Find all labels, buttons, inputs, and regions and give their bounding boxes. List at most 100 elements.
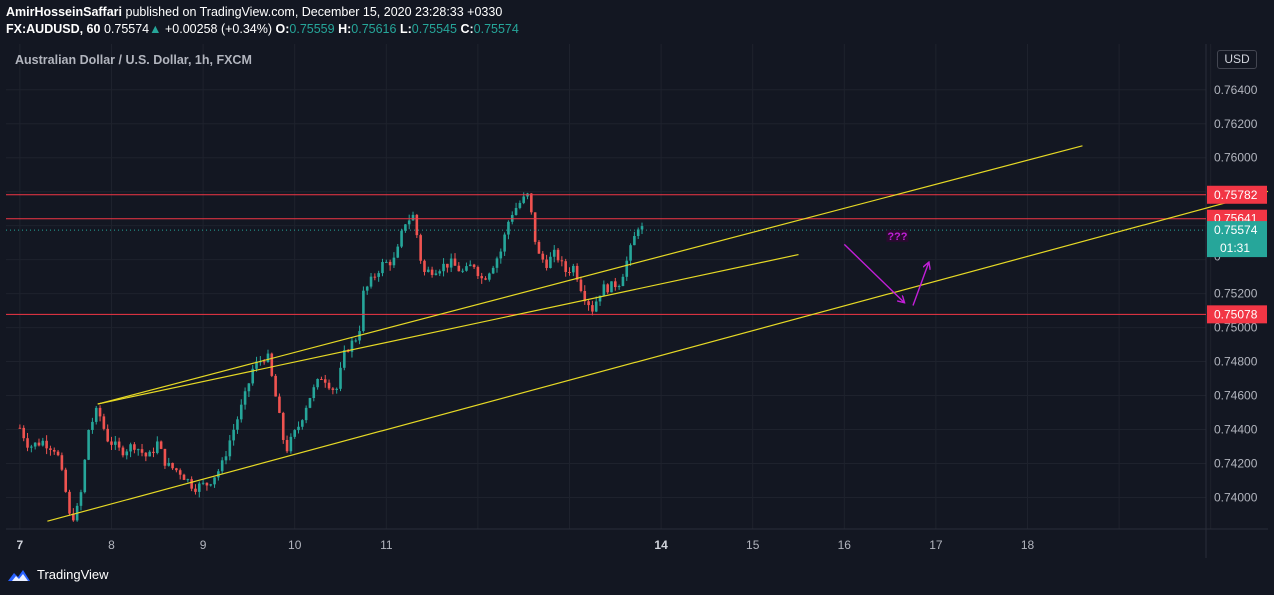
candle-body [247,383,251,392]
candle-body [22,427,26,439]
candle-body [186,479,190,481]
time-tick-label: 7 [17,538,24,552]
candle-body [449,258,453,268]
candle-body [213,477,216,485]
tradingview-cloud-icon [8,569,30,581]
candle-body [289,436,293,452]
candle-body [549,256,552,268]
level-price-badge-label: 0.75078 [1214,307,1258,321]
candle-body [354,340,358,342]
annotation-box [886,229,909,242]
candle-body [614,281,617,288]
triangle-up-icon: ▲ [149,22,162,36]
symbol-label: FX:AUDUSD, 60 [6,22,101,36]
candle-body [331,388,335,390]
tradingview-logo[interactable]: TradingView [6,567,109,582]
time-tick-label: 8 [108,538,115,552]
candle-body [262,361,266,363]
candle-body [457,265,461,272]
chart-frame[interactable]: ??? 0.74000 0.74200 0.74400 0.74600 0.74800 0.… [6,44,1268,558]
price-tick-label: 0.76000 [1214,151,1258,165]
candle-body [575,265,579,280]
candle-body [197,483,201,492]
open-label: O: [275,22,290,36]
candle-body [491,267,495,274]
candle-body [621,276,625,287]
candle-body [545,259,548,268]
candle-body [209,484,213,486]
author-name[interactable]: AmirHosseinSaffari [6,5,123,19]
candle-body [274,375,277,397]
candle-body [110,441,113,445]
candle-body [488,273,491,280]
price-chart[interactable]: ??? 0.74000 0.74200 0.74400 0.74600 0.74800 0.… [6,44,1268,558]
candle-body [442,263,445,272]
high-value: 0.75616 [351,22,397,36]
candle-body [178,470,182,475]
candle-body [602,284,606,296]
candle-body [514,207,518,216]
candle-body [587,301,590,306]
candle-body [594,301,598,312]
candle-body [129,444,132,452]
candle-body [285,439,289,452]
candle-body [224,456,228,461]
candlestick-series [18,192,644,522]
candle-body [533,212,537,242]
candle-body [140,449,144,453]
price-tick-label: 0.74200 [1214,456,1258,470]
candle-body [125,451,129,456]
candle-body [41,440,45,446]
candle-body [45,440,48,449]
candle-body [598,295,602,302]
candle-body [419,235,422,261]
candle-body [323,379,327,383]
candle-body [159,441,163,449]
candle-body [190,479,193,489]
candle-body [468,264,472,267]
currency-button[interactable]: USD [1217,50,1257,69]
candle-body [610,281,613,293]
candle-body [148,451,151,457]
candle-body [640,226,644,230]
candle-body [552,249,556,257]
time-tick-label: 9 [200,538,207,552]
candle-body [304,407,308,421]
candle-body [430,269,434,275]
candle-body [495,258,499,268]
candle-body [625,260,629,277]
chart-background [6,44,1268,558]
last-price-badge [1207,221,1267,258]
candle-body [217,471,220,478]
time-tick-label: 16 [838,538,852,552]
candle-body [152,451,155,453]
candle-body [163,448,167,466]
candle-body [377,273,380,277]
candle-body [426,269,430,272]
forecast-arrow [912,263,929,306]
ohlc-line: FX:AUDUSD, 60 0.75574▲ +0.00258 (+0.34%)… [6,22,519,36]
candle-body [339,367,342,389]
candle-body [243,391,247,405]
candle-body [400,230,403,247]
candle-body [407,220,411,225]
candle-body [629,245,632,261]
candle-body [117,441,121,448]
last-price-badge-label: 0.75574 [1214,223,1258,237]
candle-body [476,267,480,277]
candle-body [312,387,316,399]
candle-body [583,290,587,302]
time-tick-label: 10 [288,538,302,552]
tradingview-brand: TradingView [37,567,109,582]
forecast-arrow [843,243,904,302]
candle-body [472,264,476,268]
candle-body [220,460,224,472]
price-tick-label: 0.74600 [1214,389,1258,403]
time-tick-label: 18 [1021,538,1035,552]
candle-body [560,260,564,262]
candle-body [446,263,449,268]
candle-body [33,442,37,447]
candle-body [94,407,98,422]
candle-body [182,474,186,480]
candle-body [537,241,541,254]
